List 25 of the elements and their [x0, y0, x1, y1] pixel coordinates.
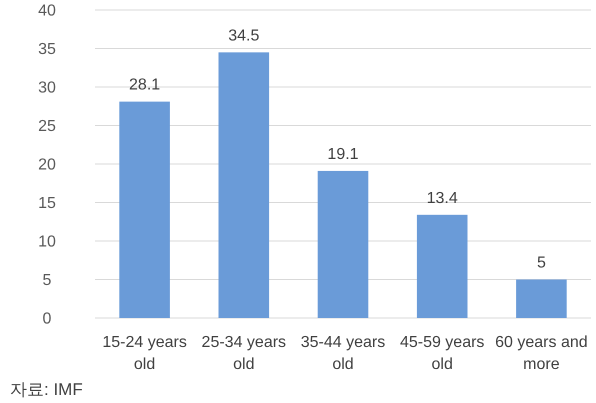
- data-label: 28.1: [129, 76, 160, 94]
- y-tick-label: 25: [38, 118, 56, 136]
- y-tick-label: 0: [42, 310, 52, 328]
- bar: [218, 52, 270, 318]
- data-label: 5: [536, 254, 546, 272]
- y-tick-label: 30: [38, 80, 56, 97]
- text: 자료: IMF: [10, 380, 83, 399]
- y-tick-label: 15: [38, 195, 56, 212]
- y-tick-label: 5: [42, 272, 52, 290]
- bar: [516, 280, 567, 318]
- x-tick-label: 60 years and more: [495, 334, 588, 373]
- y-tick-label: 20: [38, 156, 56, 174]
- x-tick-label: 25-34 years old: [202, 334, 286, 373]
- data-label: 13.4: [426, 190, 458, 207]
- x-tick-label: 15-24 years old: [102, 334, 187, 373]
- y-tick-label: 10: [38, 234, 56, 251]
- y-tick-label: 40: [38, 2, 56, 20]
- bar: [318, 170, 368, 318]
- data-label: 34.5: [228, 27, 260, 44]
- y-tick-label: 35: [38, 41, 56, 58]
- x-tick-label: 35-44 years old: [300, 334, 386, 373]
- x-tick-label: 45-59 years old: [400, 334, 484, 373]
- bar: [119, 102, 170, 318]
- bar: [416, 214, 468, 318]
- data-label: 19.1: [327, 146, 359, 163]
